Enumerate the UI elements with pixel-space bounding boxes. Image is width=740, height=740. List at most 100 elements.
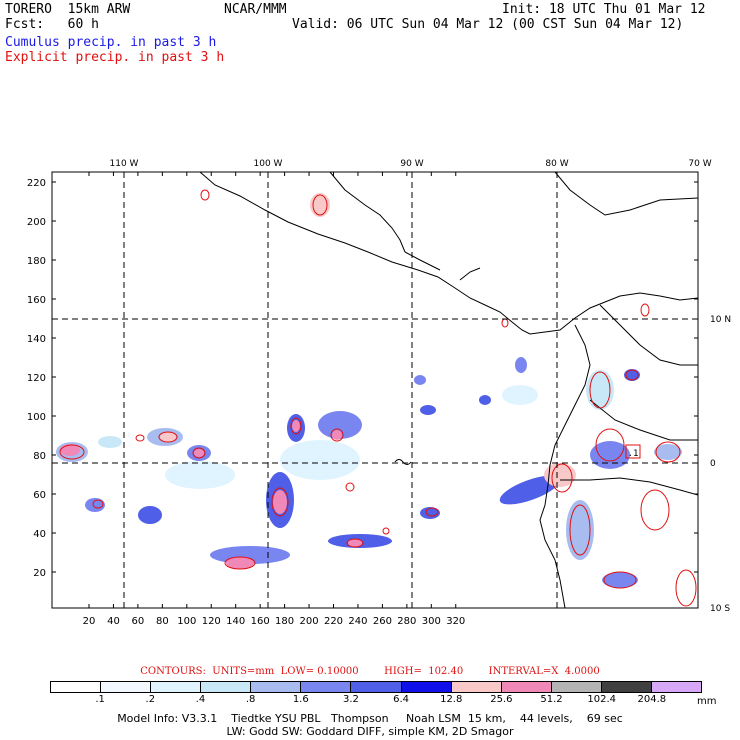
contour-ring	[59, 444, 85, 460]
x-tick-label: 180	[275, 616, 294, 627]
y-tick-label: 160	[27, 295, 46, 306]
legend-label: 51.2	[540, 694, 563, 705]
legend-label: .8	[245, 694, 256, 705]
x-tick-label: 80	[156, 616, 169, 627]
precip-area	[586, 370, 614, 410]
x-axis: 20 40 60 80 100 120 140 160 180 200 220 240 260 280 30…	[83, 172, 465, 627]
legend-unit: mm	[697, 696, 717, 707]
x-tick-label: 120	[202, 616, 221, 627]
contour-ring	[625, 369, 639, 381]
contour-ring	[640, 489, 670, 531]
contour-ring	[312, 194, 328, 216]
y-tick-label: 40	[33, 529, 46, 540]
contour-ring	[640, 303, 650, 317]
legend-swatch	[501, 682, 552, 692]
longitude-labels: 110 W 100 W 90 W 80 W 70 W	[110, 159, 712, 169]
contour-ring	[501, 318, 509, 328]
x-tick-label: 220	[324, 616, 343, 627]
valid-time: Valid: 06 UTC Sun 04 Mar 12 (00 CST Sun …	[292, 17, 684, 32]
longitude-label: 90 W	[400, 159, 423, 169]
border-central-america	[404, 251, 441, 271]
legend-label: 102.4	[587, 694, 617, 705]
legend-label: 1.6	[292, 694, 309, 705]
legend-label: 25.6	[490, 694, 513, 705]
model-info-line2: LW: Godd SW: Goddard DIFF, simple KM, 2D…	[226, 725, 514, 738]
legend-swatch	[101, 682, 152, 692]
legend-label: 6.4	[393, 694, 410, 705]
contour-ring	[92, 499, 104, 509]
contour-interval: INTERVAL=X 4.0000	[488, 666, 600, 677]
x-tick-label: 40	[107, 616, 120, 627]
legend-swatch	[601, 682, 652, 692]
x-tick-label: 100	[177, 616, 196, 627]
y-tick-label: 80	[33, 451, 46, 462]
legend-swatch	[401, 682, 452, 692]
init-time: Init: 18 UTC Thu 01 Mar 12	[502, 2, 706, 17]
contour-ring	[595, 428, 625, 462]
contour-ring	[655, 441, 681, 463]
precip-core	[348, 539, 362, 547]
contour-ring	[551, 463, 573, 493]
legend-swatch	[551, 682, 602, 692]
precip-area	[85, 498, 105, 512]
coast-gulf	[329, 172, 406, 253]
legend-swatch	[51, 682, 102, 692]
precip-shading	[56, 193, 682, 588]
contour-units: UNITS=mm	[212, 666, 275, 677]
latitude-labels: 10 N 0 10 S	[710, 315, 731, 614]
contour-ring	[425, 507, 439, 517]
precip-core	[332, 430, 342, 440]
y-tick-label: 180	[27, 256, 46, 267]
explicit-precip-contours	[59, 189, 697, 607]
coast-caribbean	[554, 172, 698, 216]
contour-label: CONTOURS:	[140, 666, 206, 677]
explicit-precip-label: Explicit precip. in past 3 h	[5, 50, 225, 65]
galapagos-islands	[394, 459, 412, 465]
longitude-label: 70 W	[688, 159, 711, 169]
contour-ring	[345, 482, 355, 492]
precip-core	[160, 432, 176, 442]
precip-area	[420, 507, 440, 519]
precip-area	[479, 395, 491, 405]
precip-core	[292, 420, 300, 432]
border-peru	[560, 477, 698, 496]
y-tick-label: 20	[33, 568, 46, 579]
legend-label: 204.8	[637, 694, 667, 705]
y-tick-label: 220	[27, 178, 46, 189]
legend-swatch	[451, 682, 502, 692]
y-tick-label: 140	[27, 334, 46, 345]
precip-area	[654, 444, 682, 460]
border-colombia	[599, 304, 698, 366]
y-tick-label: 200	[27, 217, 46, 228]
contour-ring	[346, 538, 364, 548]
x-tick-label: 200	[300, 616, 319, 627]
legend-label: .4	[195, 694, 206, 705]
contour-ring	[382, 527, 390, 535]
legend-label: 12.8	[440, 694, 463, 705]
longitude-label: 80 W	[545, 159, 568, 169]
y-axis: 20 40 60 80 100 120 140 160 180 200 220	[27, 178, 698, 579]
organization-label: NCAR/MMM	[224, 2, 287, 17]
y-tick-label: 120	[27, 373, 46, 384]
border-ecuador	[589, 399, 698, 441]
contour-ring	[330, 428, 344, 442]
contour-ring	[271, 487, 289, 517]
longitude-label: 100 W	[254, 159, 283, 169]
longitude-label: 110 W	[110, 159, 139, 169]
contour-ring	[200, 189, 210, 201]
x-tick-label: 240	[348, 616, 367, 627]
model-name: TORERO 15km ARW	[5, 2, 131, 17]
legend-swatch	[351, 682, 402, 692]
precip-core	[273, 490, 287, 514]
y-tick-label: 100	[27, 412, 46, 423]
x-tick-label: 140	[226, 616, 245, 627]
precip-area	[98, 436, 122, 448]
legend-label: .2	[145, 694, 156, 705]
legend-label: 3.2	[342, 694, 359, 705]
contour-ring	[224, 556, 256, 570]
precip-area	[566, 500, 594, 560]
contour-info: CONTOURS: UNITS=mm LOW= 0.10000 HIGH= 10…	[0, 666, 740, 677]
contour-high: HIGH= 102.40	[384, 666, 464, 677]
legend-swatch	[251, 682, 302, 692]
y-tick-label: 60	[33, 490, 46, 501]
